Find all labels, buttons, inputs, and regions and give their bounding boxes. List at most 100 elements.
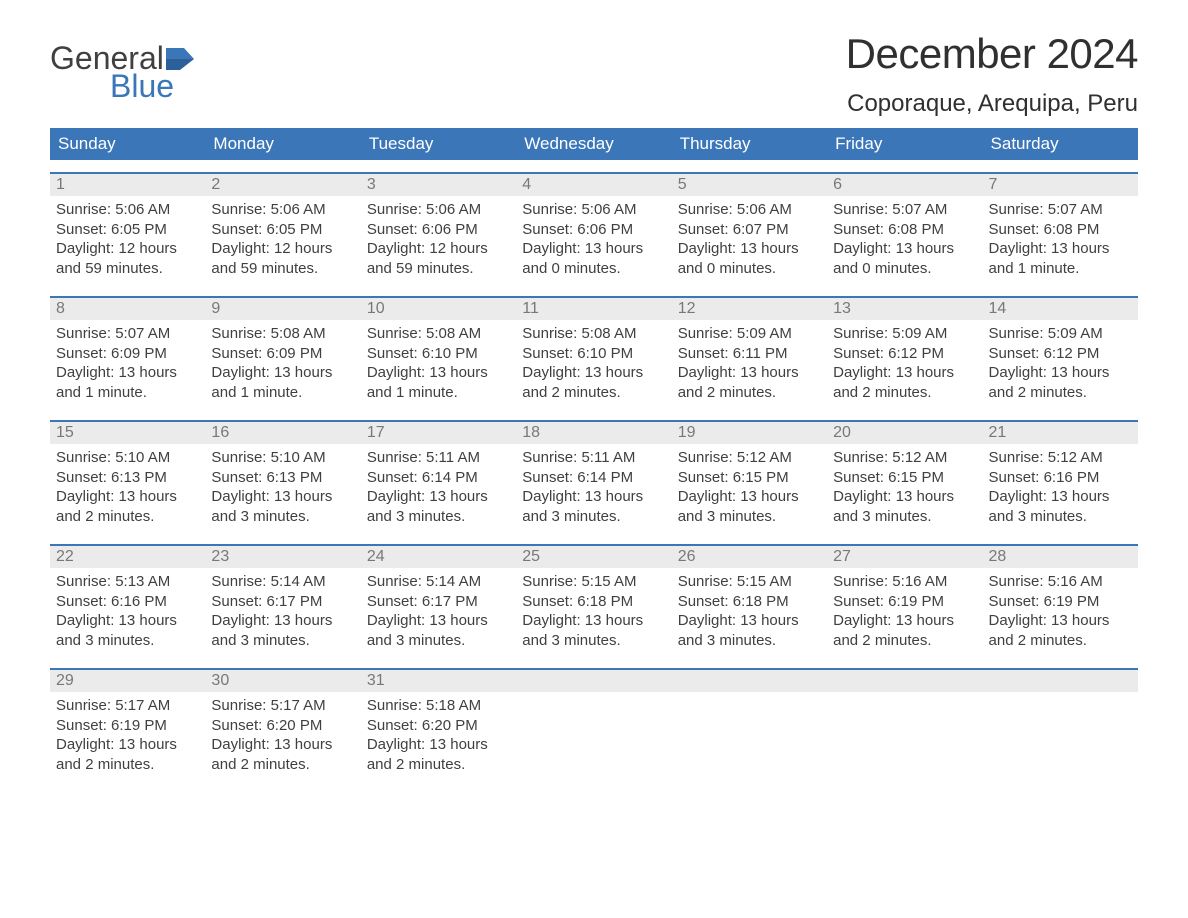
daylight-text-1: Daylight: 12 hours [211, 239, 354, 259]
day-number: 8 [50, 298, 205, 320]
day-cell: 19Sunrise: 5:12 AMSunset: 6:15 PMDayligh… [672, 422, 827, 532]
day-number: 26 [672, 546, 827, 568]
daylight-text-1: Daylight: 13 hours [56, 611, 199, 631]
sunset-text: Sunset: 6:16 PM [989, 468, 1132, 488]
sunset-text: Sunset: 6:05 PM [211, 220, 354, 240]
day-number: 7 [983, 174, 1138, 196]
day-cell: 21Sunrise: 5:12 AMSunset: 6:16 PMDayligh… [983, 422, 1138, 532]
day-details: Sunrise: 5:17 AMSunset: 6:19 PMDaylight:… [50, 692, 205, 780]
day-number: 10 [361, 298, 516, 320]
daylight-text-1: Daylight: 13 hours [56, 363, 199, 383]
sunset-text: Sunset: 6:11 PM [678, 344, 821, 364]
sunrise-text: Sunrise: 5:11 AM [522, 448, 665, 468]
sunset-text: Sunset: 6:19 PM [989, 592, 1132, 612]
daylight-text-2: and 2 minutes. [56, 755, 199, 775]
sunrise-text: Sunrise: 5:10 AM [56, 448, 199, 468]
daylight-text-1: Daylight: 13 hours [211, 735, 354, 755]
day-number: 30 [205, 670, 360, 692]
day-details: Sunrise: 5:15 AMSunset: 6:18 PMDaylight:… [672, 568, 827, 656]
title-block: December 2024 Coporaque, Arequipa, Peru [846, 30, 1138, 118]
daylight-text-2: and 0 minutes. [833, 259, 976, 279]
day-details: Sunrise: 5:10 AMSunset: 6:13 PMDaylight:… [50, 444, 205, 532]
daylight-text-1: Daylight: 13 hours [367, 363, 510, 383]
daylight-text-2: and 0 minutes. [522, 259, 665, 279]
week-row: 22Sunrise: 5:13 AMSunset: 6:16 PMDayligh… [50, 544, 1138, 656]
daylight-text-1: Daylight: 13 hours [678, 239, 821, 259]
empty-day [827, 670, 982, 692]
sunrise-text: Sunrise: 5:07 AM [989, 200, 1132, 220]
daylight-text-1: Daylight: 13 hours [522, 487, 665, 507]
day-details: Sunrise: 5:09 AMSunset: 6:12 PMDaylight:… [827, 320, 982, 408]
daylight-text-2: and 3 minutes. [678, 507, 821, 527]
sunset-text: Sunset: 6:20 PM [211, 716, 354, 736]
sunset-text: Sunset: 6:13 PM [211, 468, 354, 488]
month-title: December 2024 [846, 30, 1138, 78]
day-details: Sunrise: 5:06 AMSunset: 6:06 PMDaylight:… [516, 196, 671, 284]
sunrise-text: Sunrise: 5:14 AM [211, 572, 354, 592]
daylight-text-1: Daylight: 13 hours [678, 611, 821, 631]
sunrise-text: Sunrise: 5:17 AM [56, 696, 199, 716]
sunrise-text: Sunrise: 5:15 AM [678, 572, 821, 592]
day-number: 27 [827, 546, 982, 568]
sunrise-text: Sunrise: 5:13 AM [56, 572, 199, 592]
day-details: Sunrise: 5:11 AMSunset: 6:14 PMDaylight:… [516, 444, 671, 532]
daylight-text-2: and 3 minutes. [678, 631, 821, 651]
sunset-text: Sunset: 6:06 PM [522, 220, 665, 240]
day-number: 14 [983, 298, 1138, 320]
day-cell: 14Sunrise: 5:09 AMSunset: 6:12 PMDayligh… [983, 298, 1138, 408]
sunrise-text: Sunrise: 5:06 AM [367, 200, 510, 220]
day-cell: 23Sunrise: 5:14 AMSunset: 6:17 PMDayligh… [205, 546, 360, 656]
day-number: 13 [827, 298, 982, 320]
sunrise-text: Sunrise: 5:08 AM [522, 324, 665, 344]
sunset-text: Sunset: 6:09 PM [56, 344, 199, 364]
daylight-text-2: and 3 minutes. [522, 507, 665, 527]
day-number: 29 [50, 670, 205, 692]
day-number: 19 [672, 422, 827, 444]
day-details: Sunrise: 5:06 AMSunset: 6:06 PMDaylight:… [361, 196, 516, 284]
day-number: 6 [827, 174, 982, 196]
day-cell: 20Sunrise: 5:12 AMSunset: 6:15 PMDayligh… [827, 422, 982, 532]
sunrise-text: Sunrise: 5:15 AM [522, 572, 665, 592]
daylight-text-1: Daylight: 13 hours [211, 363, 354, 383]
day-cell [516, 670, 671, 780]
day-number: 31 [361, 670, 516, 692]
sunset-text: Sunset: 6:10 PM [522, 344, 665, 364]
daylight-text-1: Daylight: 13 hours [522, 239, 665, 259]
sunrise-text: Sunrise: 5:06 AM [211, 200, 354, 220]
day-number: 15 [50, 422, 205, 444]
day-details: Sunrise: 5:06 AMSunset: 6:05 PMDaylight:… [205, 196, 360, 284]
day-details: Sunrise: 5:16 AMSunset: 6:19 PMDaylight:… [827, 568, 982, 656]
daylight-text-2: and 59 minutes. [56, 259, 199, 279]
daylight-text-2: and 3 minutes. [367, 507, 510, 527]
sunset-text: Sunset: 6:17 PM [211, 592, 354, 612]
daylight-text-1: Daylight: 13 hours [833, 487, 976, 507]
day-details: Sunrise: 5:12 AMSunset: 6:16 PMDaylight:… [983, 444, 1138, 532]
day-cell: 1Sunrise: 5:06 AMSunset: 6:05 PMDaylight… [50, 174, 205, 284]
day-details: Sunrise: 5:14 AMSunset: 6:17 PMDaylight:… [361, 568, 516, 656]
day-cell: 25Sunrise: 5:15 AMSunset: 6:18 PMDayligh… [516, 546, 671, 656]
header: General Blue December 2024 Coporaque, Ar… [50, 30, 1138, 118]
weekday-cell: Saturday [983, 128, 1138, 160]
sunset-text: Sunset: 6:09 PM [211, 344, 354, 364]
sunrise-text: Sunrise: 5:12 AM [678, 448, 821, 468]
sunset-text: Sunset: 6:19 PM [56, 716, 199, 736]
day-number: 16 [205, 422, 360, 444]
sunrise-text: Sunrise: 5:09 AM [989, 324, 1132, 344]
day-number: 28 [983, 546, 1138, 568]
day-details: Sunrise: 5:08 AMSunset: 6:09 PMDaylight:… [205, 320, 360, 408]
day-details: Sunrise: 5:17 AMSunset: 6:20 PMDaylight:… [205, 692, 360, 780]
day-number: 3 [361, 174, 516, 196]
daylight-text-1: Daylight: 13 hours [522, 363, 665, 383]
daylight-text-2: and 2 minutes. [989, 631, 1132, 651]
day-cell: 2Sunrise: 5:06 AMSunset: 6:05 PMDaylight… [205, 174, 360, 284]
sunset-text: Sunset: 6:19 PM [833, 592, 976, 612]
weekday-cell: Friday [827, 128, 982, 160]
week-row: 29Sunrise: 5:17 AMSunset: 6:19 PMDayligh… [50, 668, 1138, 780]
day-number: 21 [983, 422, 1138, 444]
daylight-text-1: Daylight: 12 hours [367, 239, 510, 259]
daylight-text-1: Daylight: 13 hours [211, 487, 354, 507]
sunset-text: Sunset: 6:14 PM [367, 468, 510, 488]
sunrise-text: Sunrise: 5:11 AM [367, 448, 510, 468]
day-details: Sunrise: 5:11 AMSunset: 6:14 PMDaylight:… [361, 444, 516, 532]
day-cell: 22Sunrise: 5:13 AMSunset: 6:16 PMDayligh… [50, 546, 205, 656]
